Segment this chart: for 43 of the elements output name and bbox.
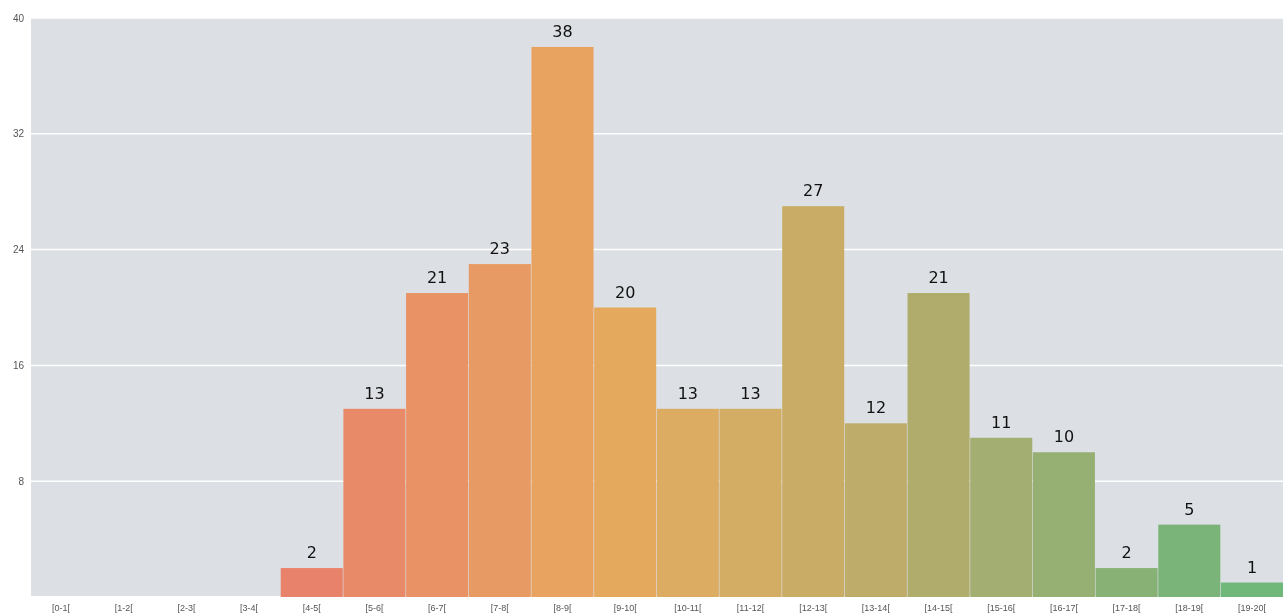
y-tick-label: 24 [12,244,25,256]
bar [1095,568,1158,597]
x-tick-label: [3-4[ [240,603,259,613]
x-tick-label: [19-20[ [1237,603,1267,613]
data-label: 2 [306,543,317,563]
y-tick-label: 8 [18,475,25,487]
x-tick-label: [4-5[ [302,603,322,613]
data-label: 13 [740,383,761,403]
data-label: 5 [1184,499,1195,519]
x-tick-label: [5-6[ [365,603,384,613]
x-tick-label: [18-19[ [1175,603,1204,613]
x-tick-label: [2-3[ [177,603,196,613]
bar [907,293,970,597]
data-label: 21 [928,268,949,288]
x-tick-label: [0-1[ [52,603,71,613]
x-tick-label: [9-10[ [613,603,638,613]
data-label: 38 [552,21,573,41]
x-tick-label: [17-18[ [1112,603,1142,613]
data-label: 20 [614,282,636,302]
x-tick-label: [11-12[ [736,603,765,613]
x-tick-label: [15-16[ [987,603,1016,613]
x-tick-label: [1-2[ [114,603,134,613]
data-label: 1 [1246,557,1258,577]
y-tick-label: 40 [12,12,25,24]
x-tick-label: [7-8[ [490,603,510,613]
x-tick-label: [10-11[ [674,603,703,613]
data-label: 10 [1053,427,1075,447]
x-tick-label: [12-13[ [799,603,828,613]
x-tick-label: [13-14[ [861,603,891,613]
data-label: 2 [1121,543,1132,563]
data-label: 11 [991,412,1012,432]
data-label: 12 [865,398,887,418]
x-tick-label: [8-9[ [553,603,572,613]
x-tick-label: [16-17[ [1049,603,1079,613]
data-label: 13 [364,383,385,403]
x-tick-label: [14-15[ [924,603,954,613]
data-label: 13 [677,383,699,403]
y-tick-label: 16 [12,359,25,371]
y-tick-label: 32 [12,128,25,140]
data-label: 27 [803,181,824,201]
data-label: 23 [489,239,510,259]
x-tick-label: [6-7[ [428,603,447,613]
data-label: 21 [426,268,448,288]
